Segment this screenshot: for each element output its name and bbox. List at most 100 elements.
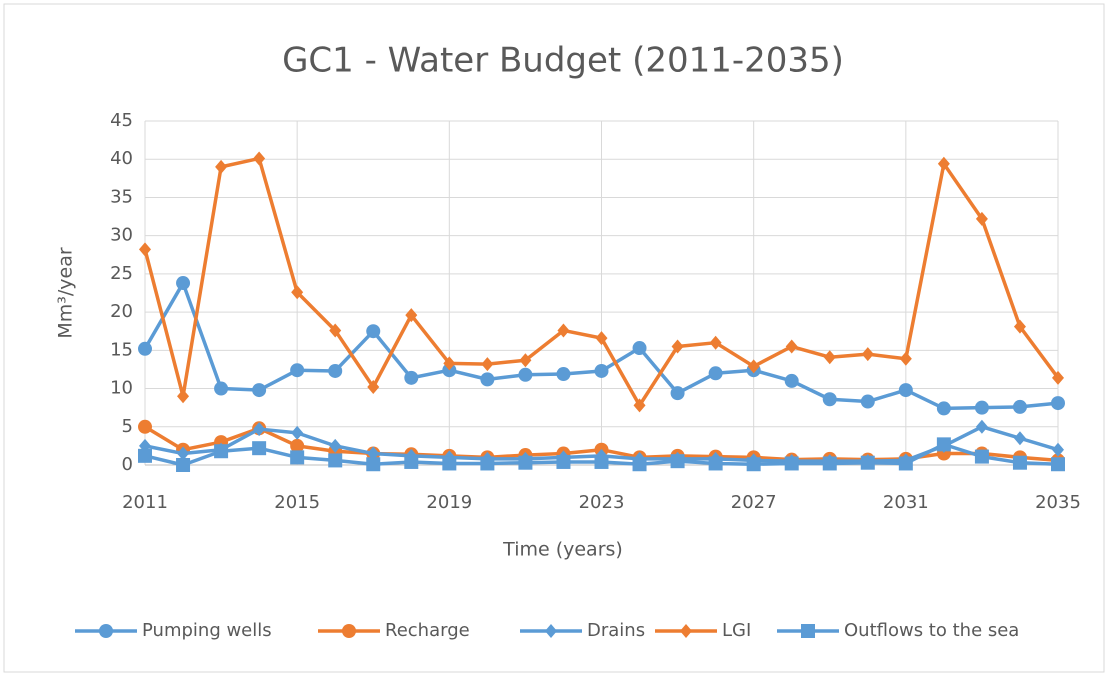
marker <box>557 323 570 338</box>
legend-marker <box>680 624 692 638</box>
marker <box>329 323 342 338</box>
marker <box>367 446 380 461</box>
marker <box>632 341 647 356</box>
marker <box>518 455 533 470</box>
legend-label: LGI <box>722 620 751 641</box>
y-tick-label: 10 <box>110 378 133 399</box>
y-tick-label: 20 <box>110 301 133 322</box>
x-tick-label: 2035 <box>1035 492 1081 513</box>
marker <box>1051 396 1065 411</box>
y-tick-label: 5 <box>122 416 133 437</box>
marker <box>594 454 609 469</box>
marker <box>1052 442 1064 457</box>
marker <box>139 242 151 257</box>
marker <box>671 339 684 354</box>
legend-item: Recharge <box>318 620 470 641</box>
marker <box>632 457 647 472</box>
marker <box>708 366 723 381</box>
marker <box>252 383 267 398</box>
marker <box>328 453 343 468</box>
legend-label: Outflows to the sea <box>844 620 1019 641</box>
y-tick-label: 45 <box>110 110 133 131</box>
x-tick-label: 2019 <box>426 492 472 513</box>
marker <box>899 351 912 366</box>
marker <box>480 456 495 471</box>
marker <box>138 341 152 356</box>
marker <box>860 455 875 470</box>
y-tick-label: 0 <box>122 454 133 475</box>
x-tick-label: 2027 <box>731 492 777 513</box>
legend-label: Drains <box>587 620 645 641</box>
marker <box>595 331 608 346</box>
marker <box>861 347 874 362</box>
marker <box>1012 399 1027 414</box>
y-tick-label: 30 <box>110 225 133 246</box>
marker <box>291 285 304 300</box>
marker <box>860 394 875 409</box>
marker <box>822 392 837 407</box>
marker <box>177 389 190 404</box>
marker <box>404 454 419 469</box>
y-tick-label: 35 <box>110 186 133 207</box>
marker <box>177 446 190 461</box>
marker <box>1013 319 1026 334</box>
legend-item: LGI <box>655 620 751 641</box>
marker <box>784 456 799 471</box>
marker <box>328 363 343 378</box>
marker <box>1051 457 1065 472</box>
legend-marker <box>99 624 113 638</box>
marker <box>367 380 380 395</box>
x-tick-label: 2015 <box>274 492 320 513</box>
marker <box>290 450 305 465</box>
marker <box>785 339 798 354</box>
marker <box>518 367 533 382</box>
marker <box>975 211 988 226</box>
marker <box>404 370 419 385</box>
x-tick-label: 2031 <box>883 492 929 513</box>
marker <box>443 356 456 371</box>
marker <box>1013 431 1026 446</box>
legend-marker <box>801 624 815 638</box>
marker <box>405 308 418 323</box>
legend-item: Outflows to the sea <box>777 620 1019 641</box>
marker <box>290 438 305 453</box>
marker <box>252 441 267 456</box>
y-tick-label: 25 <box>110 263 133 284</box>
legend-label: Recharge <box>385 620 470 641</box>
marker <box>176 458 191 472</box>
marker <box>138 448 152 463</box>
marker <box>480 372 495 387</box>
legend-marker <box>545 624 557 638</box>
marker <box>214 381 229 396</box>
marker <box>1052 370 1064 385</box>
marker <box>974 449 989 464</box>
chart-title: GC1 - Water Budget (2011-2035) <box>282 41 844 81</box>
marker <box>290 363 305 378</box>
marker <box>291 425 304 440</box>
marker <box>746 457 761 472</box>
marker <box>214 444 229 459</box>
marker <box>176 276 191 291</box>
marker <box>481 357 494 372</box>
y-tick-label: 40 <box>110 148 133 169</box>
marker <box>556 454 571 469</box>
marker <box>708 456 723 471</box>
marker <box>898 456 913 471</box>
marker <box>898 383 913 398</box>
legend-marker <box>342 624 356 638</box>
marker <box>670 386 685 401</box>
y-tick-label: 15 <box>110 339 133 360</box>
marker <box>366 457 381 472</box>
marker <box>556 367 571 382</box>
marker <box>366 324 381 339</box>
legend-item: Drains <box>520 620 645 641</box>
marker <box>633 398 646 413</box>
marker <box>936 401 951 416</box>
marker <box>822 456 837 471</box>
marker <box>215 159 228 174</box>
legend-item: Pumping wells <box>75 620 272 641</box>
legend-label: Pumping wells <box>142 620 272 641</box>
marker <box>329 438 342 453</box>
marker <box>709 335 722 350</box>
